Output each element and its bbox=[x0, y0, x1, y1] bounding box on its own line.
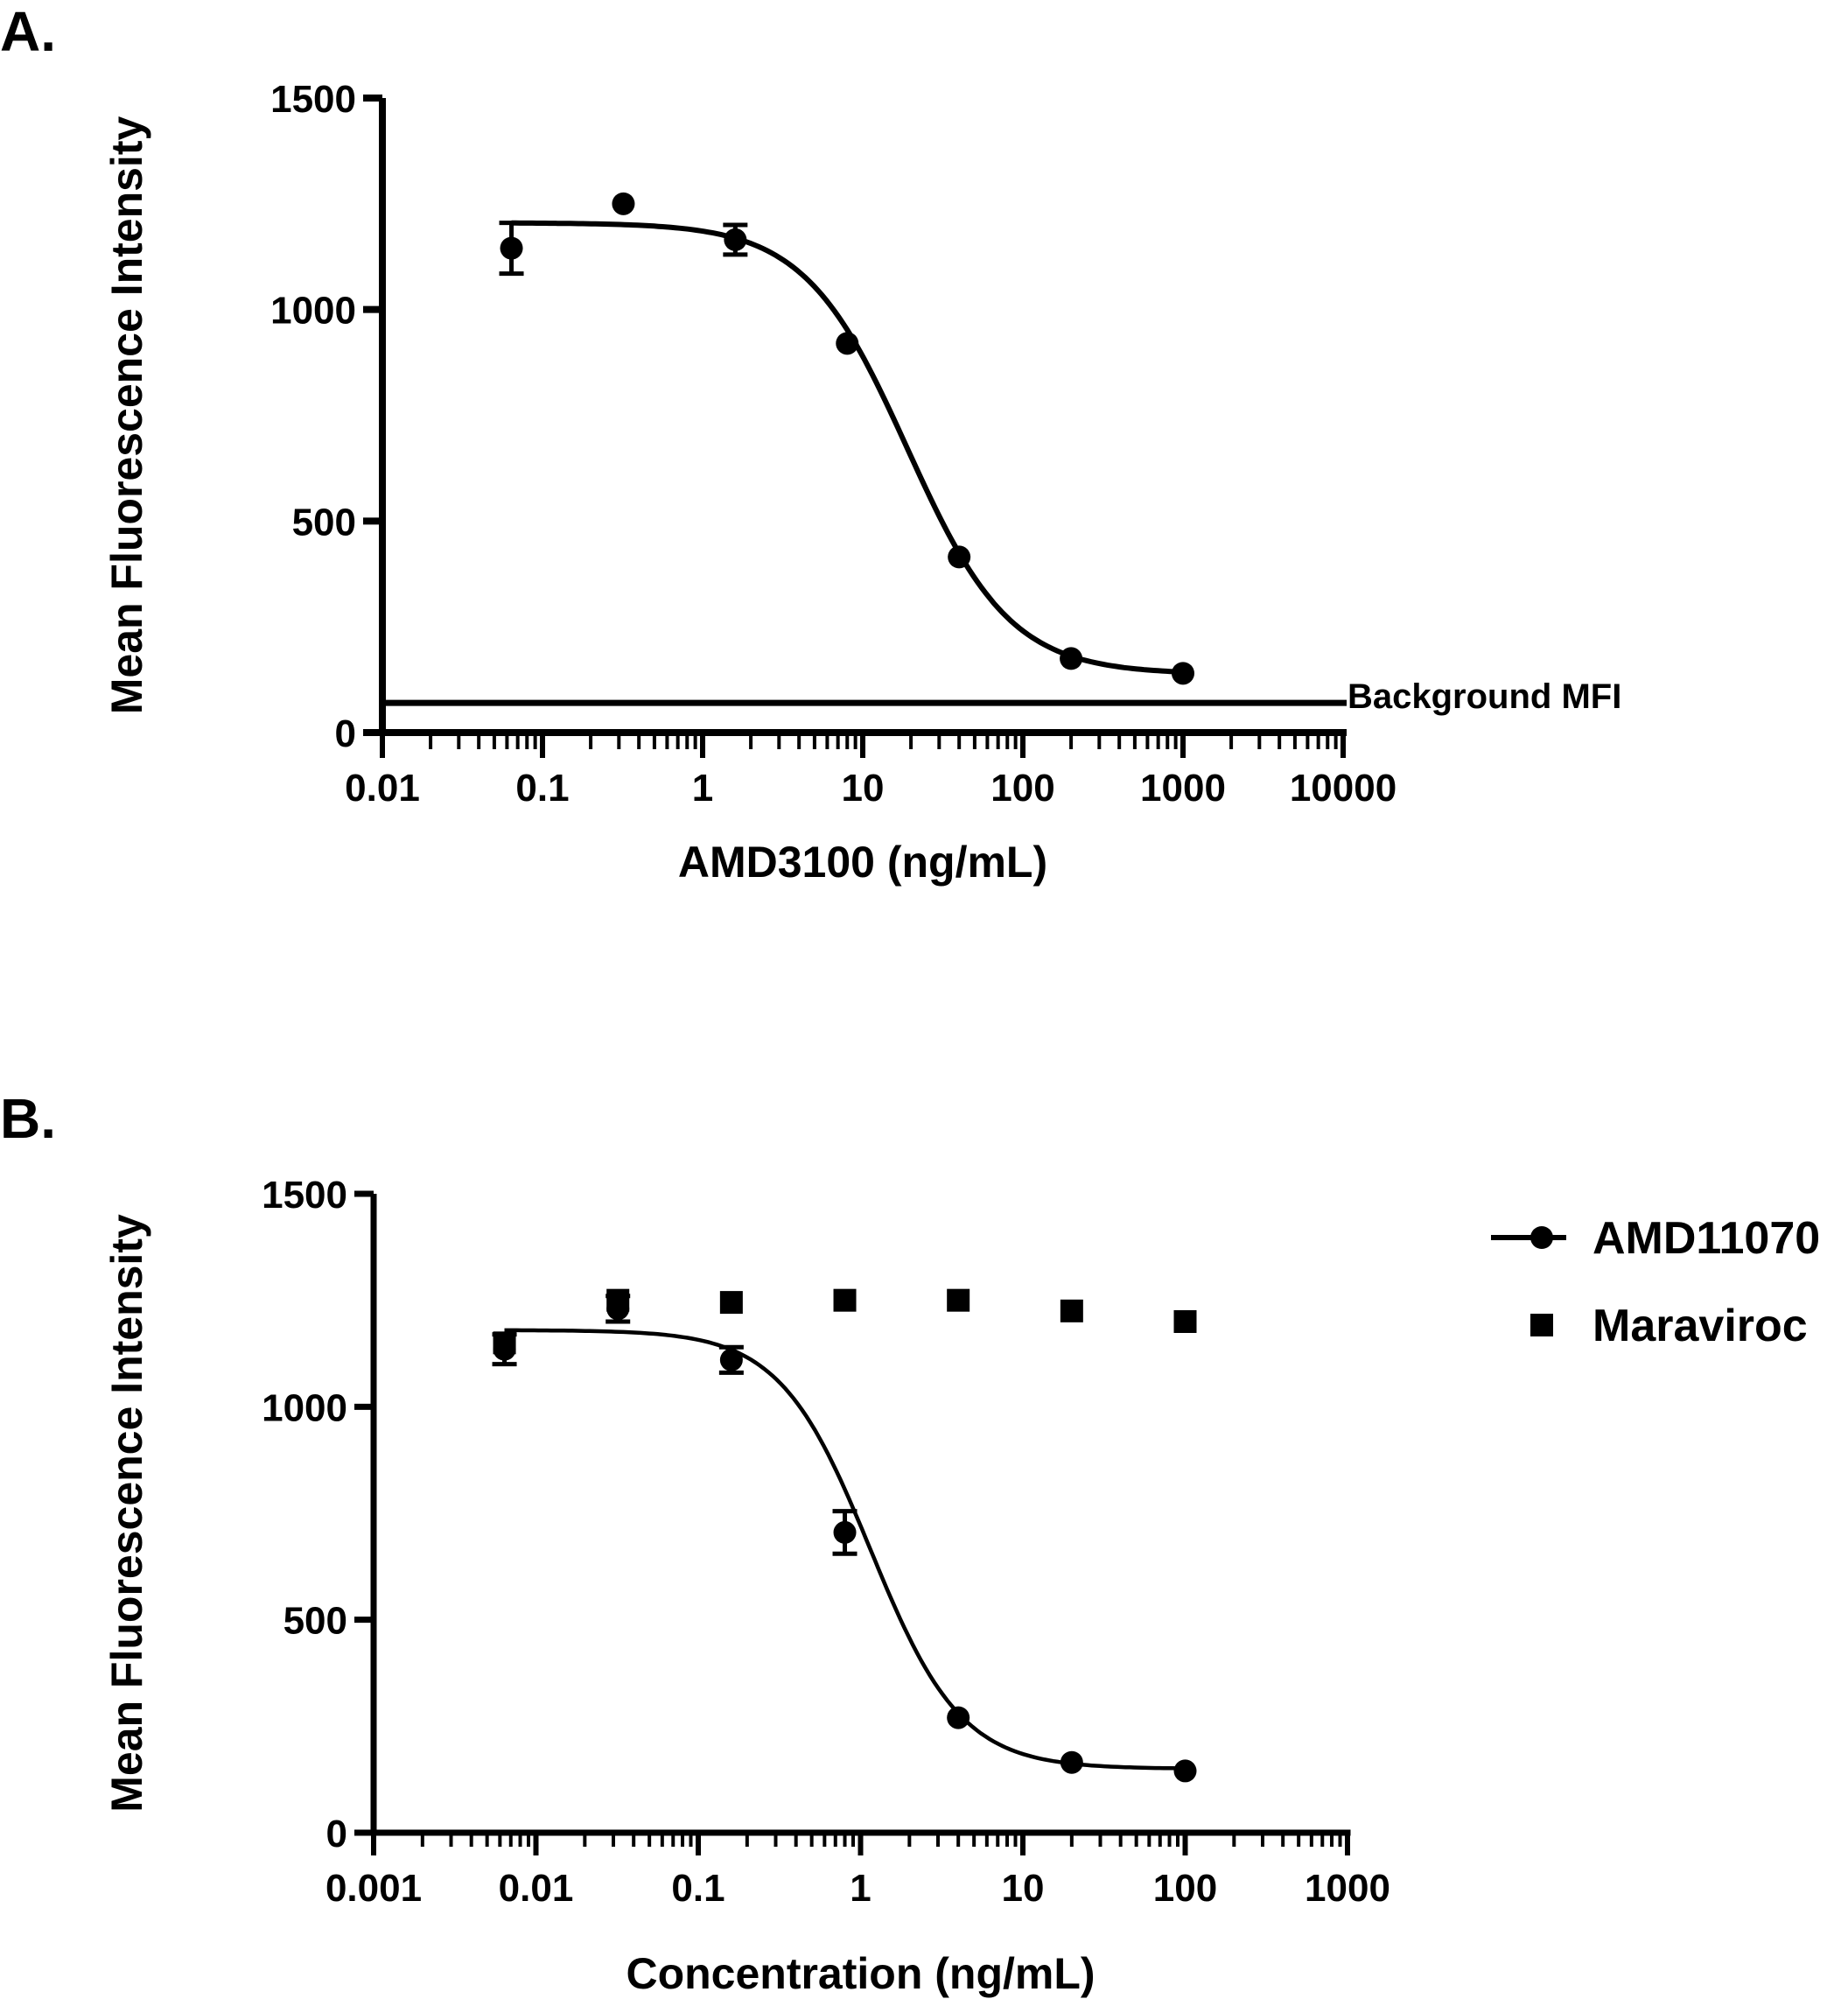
y-axis-title: Mean Fluorescence Intensity bbox=[102, 1214, 151, 1813]
chart-a-plot: 0 500 1000 1500 0.01 0.1 1 10 100 1000 10000 Mean F… bbox=[102, 78, 1621, 887]
x-axis-title: AMD3100 (ng/mL) bbox=[678, 838, 1047, 887]
x-tick-label: 0.1 bbox=[515, 767, 569, 810]
x-tick-label: 1000 bbox=[1305, 1867, 1390, 1910]
chart-b: B. 0 500 1000 1500 0.001 0.01 0.1 1 10 100 1000 Mea… bbox=[0, 1087, 1820, 1998]
y-tick-label: 0 bbox=[326, 1813, 347, 1855]
x-tick-label: 10 bbox=[1002, 1867, 1045, 1910]
data-point-square bbox=[606, 1288, 630, 1312]
y-tick-label: 1000 bbox=[262, 1386, 347, 1429]
data-point-square bbox=[1173, 1310, 1197, 1333]
data-point-square bbox=[1060, 1299, 1083, 1322]
x-tick-label: 10 bbox=[842, 767, 885, 810]
legend-item: AMD11070 bbox=[1491, 1213, 1820, 1264]
data-point-circle bbox=[612, 192, 635, 215]
data-point-circle bbox=[1060, 647, 1083, 670]
x-tick-label: 0.1 bbox=[671, 1867, 724, 1910]
series-amd3100 bbox=[499, 192, 1194, 685]
y-axis-title: Mean Fluorescence Intensity bbox=[102, 116, 151, 715]
x-tick-label: 1000 bbox=[1140, 767, 1226, 810]
data-point-square bbox=[833, 1288, 857, 1312]
y-tick-label: 0 bbox=[335, 712, 356, 755]
data-point-circle bbox=[719, 1348, 743, 1371]
data-point-circle bbox=[833, 1520, 857, 1544]
data-point-circle bbox=[1172, 662, 1194, 685]
x-axis-title: Concentration (ng/mL) bbox=[626, 1949, 1095, 1998]
data-point-circle bbox=[724, 228, 747, 251]
panel-a-label: A. bbox=[0, 0, 56, 63]
series-maraviroc bbox=[493, 1288, 1197, 1355]
x-tick-label: 100 bbox=[1153, 1867, 1217, 1910]
data-point-square bbox=[719, 1291, 743, 1315]
data-point-circle bbox=[948, 545, 971, 569]
legend-label: AMD11070 bbox=[1592, 1213, 1820, 1264]
x-tick-label: 1 bbox=[850, 1867, 871, 1910]
data-point-circle bbox=[947, 1706, 970, 1729]
x-tick-label: 0.01 bbox=[499, 1867, 574, 1910]
panel-b-label: B. bbox=[0, 1087, 56, 1150]
series-amd11070 bbox=[492, 1294, 1197, 1783]
legend-item: Maraviroc bbox=[1530, 1301, 1808, 1351]
data-point-square bbox=[947, 1288, 970, 1312]
legend-label: Maraviroc bbox=[1592, 1301, 1808, 1351]
data-point-circle bbox=[1060, 1750, 1083, 1774]
legend: AMD11070 Maraviroc bbox=[1491, 1213, 1820, 1351]
data-point-circle bbox=[500, 236, 523, 260]
x-tick-label: 10000 bbox=[1290, 767, 1396, 810]
background-mfi-label: Background MFI bbox=[1348, 677, 1621, 716]
y-tick-label: 1500 bbox=[270, 78, 356, 121]
x-tick-label: 1 bbox=[692, 767, 713, 810]
y-tick-label: 1000 bbox=[270, 290, 356, 333]
y-tick-label: 500 bbox=[292, 501, 356, 544]
data-point-circle bbox=[836, 332, 859, 355]
x-tick-label: 0.001 bbox=[326, 1867, 422, 1910]
y-tick-label: 500 bbox=[284, 1600, 347, 1643]
data-point-circle bbox=[1173, 1759, 1197, 1783]
x-tick-label: 0.01 bbox=[345, 767, 420, 810]
fit-curve bbox=[511, 220, 1184, 675]
chart-b-plot: 0 500 1000 1500 0.001 0.01 0.1 1 10 100 1000 Mean F… bbox=[102, 1174, 1820, 1998]
legend-marker-circle bbox=[1530, 1226, 1553, 1249]
data-point-square bbox=[493, 1331, 516, 1355]
legend-marker-square bbox=[1530, 1314, 1553, 1336]
chart-a: A. 0 500 1000 1500 0.01 0.1 1 10 100 1000 10000 Mea… bbox=[0, 0, 1621, 887]
y-tick-label: 1500 bbox=[262, 1174, 347, 1217]
x-tick-label: 100 bbox=[990, 767, 1054, 810]
